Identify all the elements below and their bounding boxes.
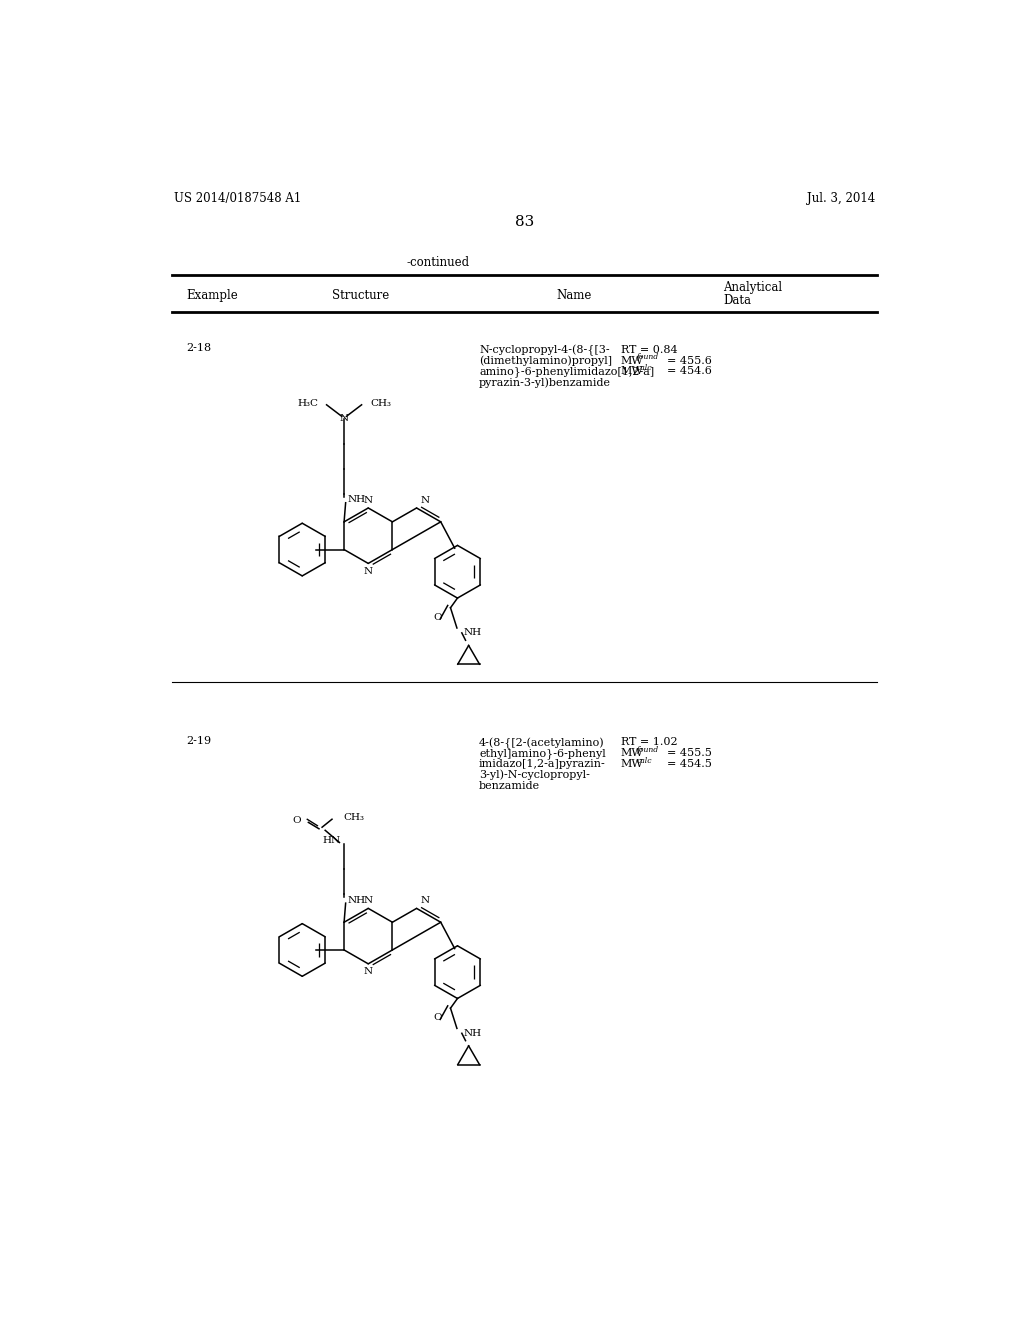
Text: calc: calc (636, 364, 652, 372)
Text: Data: Data (723, 294, 752, 308)
Text: RT = 1.02: RT = 1.02 (621, 738, 678, 747)
Text: CH₃: CH₃ (344, 813, 365, 822)
Text: amino}-6-phenylimidazo[1,2-a]: amino}-6-phenylimidazo[1,2-a] (479, 367, 654, 378)
Text: NH: NH (464, 1028, 481, 1038)
Text: Analytical: Analytical (723, 281, 782, 294)
Text: N: N (340, 414, 348, 424)
Text: 3-yl)-N-cyclopropyl-: 3-yl)-N-cyclopropyl- (479, 770, 590, 780)
Text: MW: MW (621, 748, 644, 758)
Text: N: N (364, 566, 373, 576)
Text: found: found (636, 746, 658, 754)
Text: Jul. 3, 2014: Jul. 3, 2014 (807, 191, 876, 205)
Text: O: O (433, 612, 441, 622)
Text: HN: HN (323, 837, 341, 845)
Text: RT = 0.84: RT = 0.84 (621, 345, 678, 355)
Text: found: found (636, 354, 658, 362)
Text: = 454.5: = 454.5 (667, 759, 712, 770)
Text: NH: NH (347, 495, 366, 504)
Text: 2-19: 2-19 (186, 737, 211, 746)
Text: N: N (364, 496, 373, 506)
Text: calc: calc (636, 756, 652, 764)
Text: MW: MW (621, 367, 644, 376)
Text: NH: NH (464, 628, 481, 638)
Text: NH: NH (347, 895, 366, 904)
Text: pyrazin-3-yl)benzamide: pyrazin-3-yl)benzamide (479, 378, 611, 388)
Text: N-cyclopropyl-4-(8-{[3-: N-cyclopropyl-4-(8-{[3- (479, 345, 609, 356)
Text: = 454.6: = 454.6 (667, 367, 712, 376)
Text: MW: MW (621, 355, 644, 366)
Text: Example: Example (186, 289, 238, 302)
Text: Structure: Structure (332, 289, 389, 302)
Text: = 455.6: = 455.6 (667, 355, 712, 366)
Text: = 455.5: = 455.5 (667, 748, 712, 758)
Text: MW: MW (621, 759, 644, 770)
Text: Name: Name (556, 289, 591, 302)
Text: 83: 83 (515, 215, 535, 228)
Text: ethyl]amino}-6-phenyl: ethyl]amino}-6-phenyl (479, 748, 606, 759)
Text: O: O (293, 816, 301, 825)
Text: 2-18: 2-18 (186, 343, 211, 354)
Text: N: N (421, 896, 430, 906)
Text: (dimethylamino)propyl]: (dimethylamino)propyl] (479, 355, 612, 366)
Text: -continued: -continued (407, 256, 470, 269)
Text: N: N (364, 966, 373, 975)
Text: imidazo[1,2-a]pyrazin-: imidazo[1,2-a]pyrazin- (479, 759, 606, 770)
Text: 4-(8-{[2-(acetylamino): 4-(8-{[2-(acetylamino) (479, 738, 605, 748)
Text: CH₃: CH₃ (370, 399, 391, 408)
Text: N: N (421, 496, 430, 506)
Text: benzamide: benzamide (479, 780, 541, 791)
Text: H₃C: H₃C (297, 399, 318, 408)
Text: US 2014/0187548 A1: US 2014/0187548 A1 (174, 191, 302, 205)
Text: N: N (364, 896, 373, 906)
Text: O: O (433, 1014, 441, 1023)
